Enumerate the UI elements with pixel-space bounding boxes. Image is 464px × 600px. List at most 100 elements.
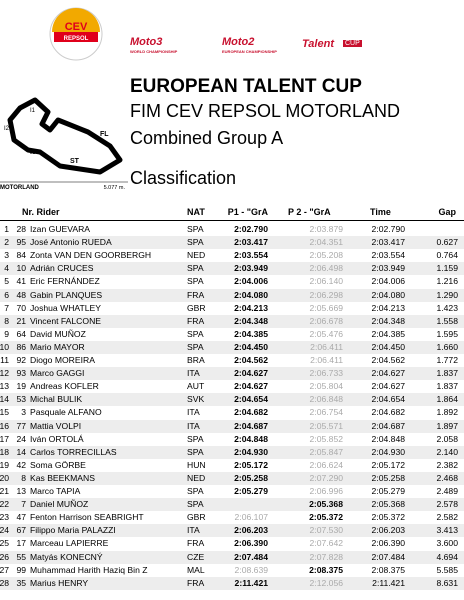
- table-row: 27 99 Muhammad Harith Haziq Bin Z MAL 2:08.6…: [0, 564, 464, 577]
- gap: 1.837: [436, 368, 458, 379]
- track-name: MOTORLAND: [0, 185, 40, 191]
- column-header: Gap: [438, 207, 456, 217]
- nationality: CZE: [187, 551, 205, 562]
- rider-name: Soma GÖRBE: [30, 459, 86, 470]
- session-time: 2:05.476: [309, 328, 343, 339]
- session-time: 2:06.203: [234, 525, 268, 536]
- table-row: 13 19 Andreas KOFLER AUT 2:04.627 2:05.804 2:0…: [0, 380, 464, 393]
- rider-number: 13: [16, 486, 26, 496]
- position: 8: [4, 315, 9, 326]
- position: 18: [0, 446, 9, 457]
- session-time: 2:05.669: [309, 302, 343, 313]
- brand: CUP: [343, 40, 362, 47]
- rider-name: Mario MAYOR: [30, 341, 85, 352]
- best-time: 2:04.930: [371, 446, 405, 457]
- gap: 0.764: [436, 250, 458, 261]
- rider-number: 17: [16, 538, 26, 549]
- rider-number: 14: [16, 446, 26, 457]
- gap: 1.159: [436, 263, 458, 274]
- gap: 3.413: [436, 525, 458, 536]
- table-row: 14 53 Michal BULIK SVK 2:04.654 2:06.848 2:04.…: [0, 393, 464, 407]
- brand: Moto2: [222, 36, 255, 48]
- nationality: SPA: [187, 341, 204, 352]
- session-time: 2:12.056: [309, 577, 343, 588]
- position: 27: [0, 564, 9, 575]
- session-time: 2:06.298: [309, 289, 343, 300]
- session-time: 2:04.006: [234, 276, 268, 287]
- best-time: 2:04.562: [371, 355, 405, 365]
- rider-name: Gabin PLANQUES: [30, 289, 103, 300]
- gap: 8.631: [436, 577, 458, 588]
- rider-number: 21: [16, 315, 26, 326]
- rider-number: 19: [16, 381, 26, 392]
- nationality: ITA: [187, 420, 200, 431]
- gap: 1.837: [436, 381, 458, 392]
- position: 2: [4, 237, 9, 248]
- best-time: 2:04.848: [371, 433, 405, 444]
- session-time: 2:04.848: [234, 433, 268, 444]
- best-time: 2:04.348: [371, 315, 405, 326]
- session-time: 2:05.208: [309, 250, 343, 261]
- best-time: 2:03.554: [371, 250, 405, 261]
- best-time: 2:04.006: [371, 276, 405, 287]
- brand: Moto3: [130, 36, 163, 48]
- nationality: FRA: [187, 538, 205, 549]
- best-time: 2:05.368: [371, 499, 405, 510]
- session-time: 2:06.848: [309, 394, 343, 405]
- subtitle: FIM CEV REPSOL MOTORLAND: [130, 101, 401, 121]
- group: Combined Group A: [130, 128, 284, 148]
- table-row: 21 13 Marco TAPIA SPA 2:05.279 2:06.996 2:05.2…: [0, 485, 464, 498]
- best-time: 2:04.627: [371, 381, 405, 392]
- nationality: SPA: [187, 328, 204, 339]
- nationality: ITA: [187, 368, 200, 379]
- table-row: 25 17 Marceau LAPIERRE FRA 2:06.390 2:07.642 2…: [0, 537, 464, 550]
- track-label: I1: [30, 108, 36, 114]
- session-time: 2:03.879: [309, 224, 343, 234]
- rider-number: 64: [16, 328, 26, 339]
- nationality: GBR: [187, 302, 206, 313]
- session-time: 2:05.368: [309, 499, 343, 510]
- rider-name: Mattia VOLPI: [30, 420, 82, 431]
- position: 17: [0, 433, 9, 444]
- table-row: 23 47 Fenton Harrison SEABRIGHT GBR 2:06.107…: [0, 511, 464, 524]
- table-row: 7 70 Joshua WHATLEY GBR 2:04.213 2:05.669 2:04…: [0, 302, 464, 315]
- track-label: I3: [30, 149, 36, 156]
- rider-number: 70: [16, 302, 26, 313]
- position: 25: [0, 538, 9, 549]
- nationality: FRA: [187, 289, 205, 300]
- gap: 1.423: [436, 302, 458, 313]
- rider-name: Carlos TORRECILLAS: [30, 446, 117, 457]
- table-row: 19 42 Soma GÖRBE HUN 2:05.172 2:06.624 2:05.17…: [0, 459, 464, 472]
- position: 13: [0, 381, 9, 392]
- table-row: 17 24 Iván ORTOLÁ SPA 2:04.848 2:05.852 2:04.8…: [0, 433, 464, 446]
- nationality: SPA: [187, 237, 204, 248]
- session-time: 2:04.562: [234, 355, 268, 365]
- best-time: 2:03.417: [371, 237, 405, 248]
- gap: 1.864: [436, 394, 458, 405]
- session-time: 2:06.624: [309, 459, 343, 470]
- session-time: 2:05.172: [234, 459, 268, 470]
- nationality: ITA: [187, 407, 200, 418]
- session-time: 2:05.852: [309, 433, 343, 444]
- position: 12: [0, 368, 9, 379]
- position: 1: [4, 224, 9, 234]
- session-time: 2:04.687: [234, 420, 268, 431]
- rider-name: Michal BULIK: [30, 394, 83, 405]
- gap: 1.892: [436, 407, 458, 418]
- rider-number: 92: [16, 355, 26, 365]
- table-row: 8 21 Vincent FALCONE FRA 2:04.348 2:06.678 2:0…: [0, 314, 464, 328]
- gap: 1.897: [436, 420, 458, 431]
- rider-name: José Antonio RUEDA: [30, 237, 112, 248]
- session-time: 2:04.627: [234, 381, 268, 392]
- session-time: 2:06.411: [310, 341, 343, 352]
- best-time: 2:06.390: [371, 538, 405, 549]
- best-time: 2:07.484: [371, 551, 405, 562]
- rider-number: 7: [21, 499, 26, 510]
- session-time: 2:07.290: [309, 472, 343, 483]
- column-header: NAT: [187, 207, 205, 217]
- table-row: 4 10 Adrián CRUCES SPA 2:03.949 2:06.498 2:03.…: [0, 262, 464, 276]
- nationality: SPA: [187, 499, 204, 510]
- best-time: 2:02.790: [371, 224, 405, 234]
- position: 24: [0, 525, 9, 536]
- table-row: 5 41 Eric FERNÁNDEZ SPA 2:04.006 2:06.140 2:04…: [0, 275, 464, 288]
